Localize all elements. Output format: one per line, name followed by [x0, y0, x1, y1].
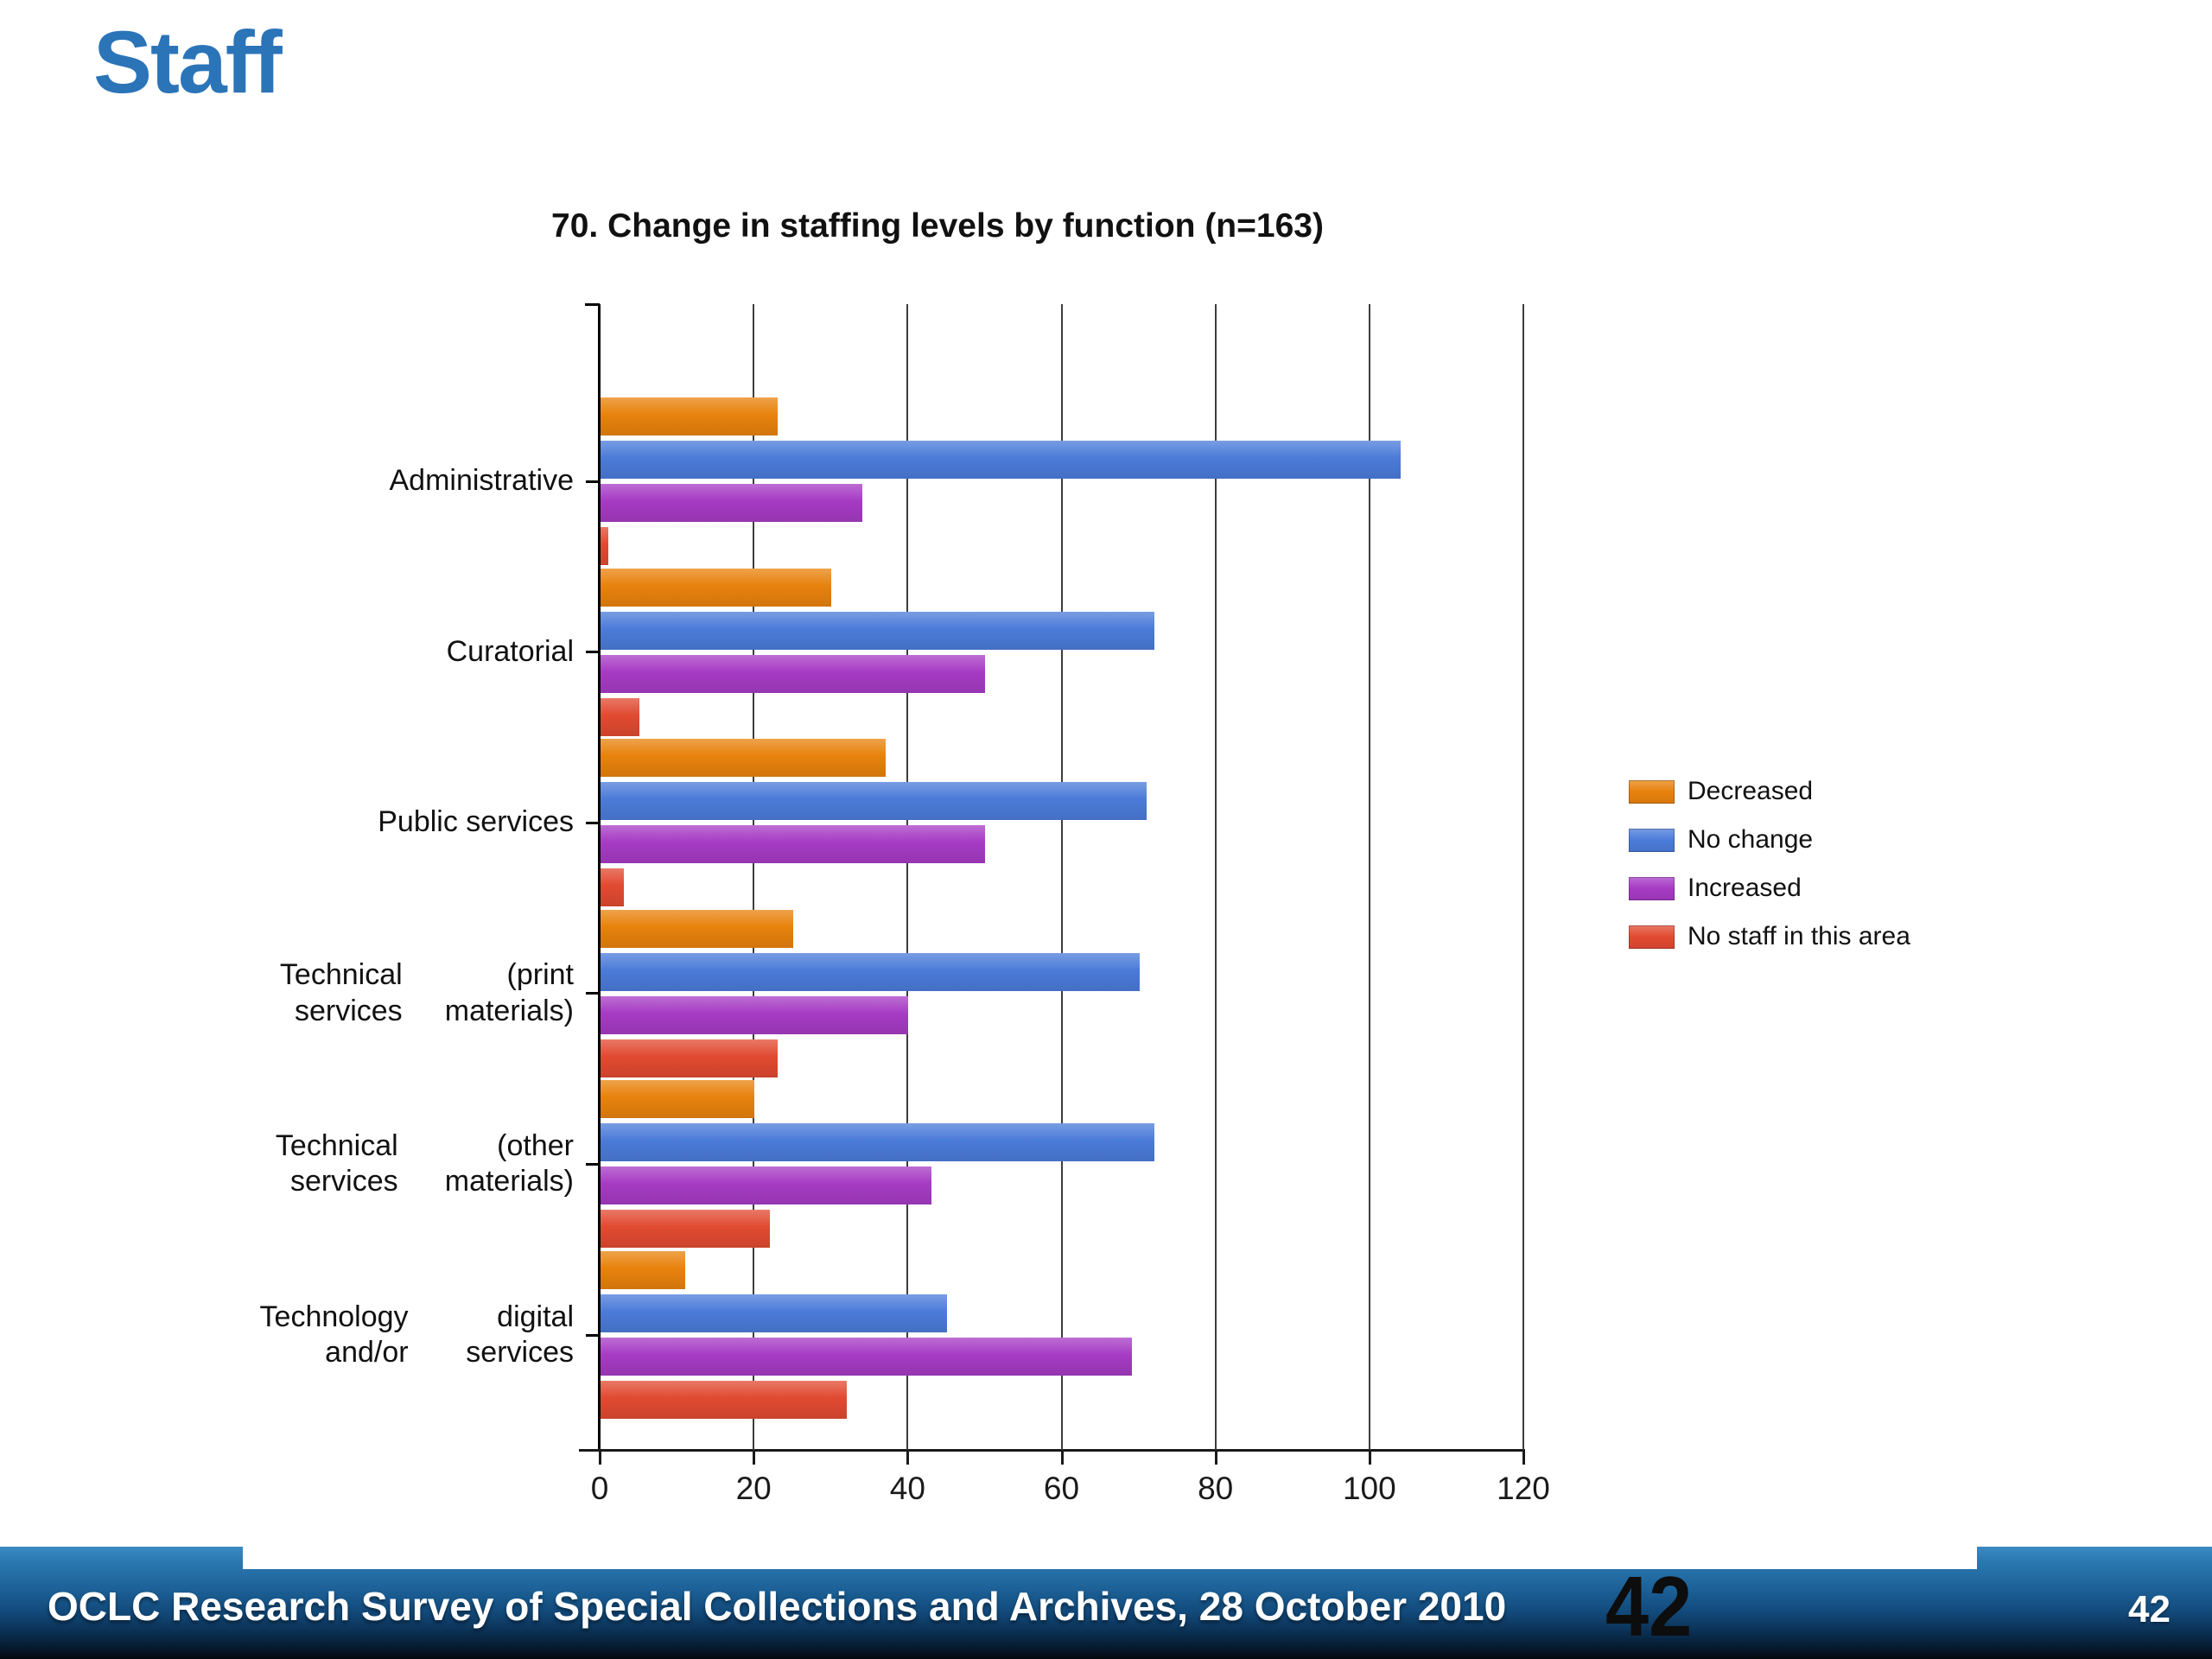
x-tick-0	[599, 1452, 601, 1465]
bar-increased-administrative	[601, 484, 862, 522]
category-tick-administrative	[586, 480, 600, 483]
category-label-curatorial: Curatorial	[446, 634, 574, 668]
x-tick-label-120: 120	[1497, 1471, 1550, 1506]
y-axis-top-tick	[585, 303, 600, 306]
bar-no-change-technology-and-or-digital-services	[601, 1294, 947, 1332]
category-tick-public-services	[586, 821, 600, 824]
x-tick-20	[753, 1452, 756, 1465]
bar-no-staff-in-this-area-administrative	[601, 527, 608, 565]
bar-decreased-administrative	[601, 397, 778, 435]
bar-increased-technical-services-other-materials	[601, 1166, 932, 1205]
gridline-80	[1214, 304, 1217, 1450]
y-axis-line	[598, 304, 601, 1450]
x-tick-label-100: 100	[1342, 1471, 1396, 1506]
bar-increased-technology-and-or-digital-services	[601, 1338, 1132, 1376]
slide-title: Staff	[93, 13, 283, 111]
page-number-large: 42	[1605, 1559, 1693, 1654]
x-tick-label-60: 60	[1043, 1471, 1080, 1506]
legend-swatch-no-staff-in-this-area	[1629, 925, 1675, 949]
bar-no-change-technical-services-print-materials	[601, 952, 1140, 991]
bar-decreased-public-services	[601, 739, 886, 778]
footer-text: OCLC Research Survey of Special Collecti…	[48, 1584, 1507, 1629]
legend-label-increased: Increased	[1688, 874, 1802, 902]
x-tick-80	[1214, 1452, 1217, 1465]
category-tick-technical-services-print-materials	[586, 992, 600, 995]
bar-no-change-administrative	[601, 441, 1402, 479]
bar-increased-curatorial	[601, 654, 986, 693]
gridline-40	[906, 304, 909, 1450]
bar-no-change-public-services	[601, 782, 1147, 821]
bar-increased-public-services	[601, 825, 986, 864]
bar-decreased-technical-services-print-materials	[601, 909, 793, 948]
legend-item-decreased: Decreased	[1629, 767, 1910, 816]
bar-increased-technical-services-print-materials	[601, 995, 909, 1034]
gridline-20	[753, 304, 755, 1450]
chart-title: 70. Change in staffing levels by functio…	[551, 207, 1324, 245]
legend-item-no-change: No change	[1629, 816, 1910, 864]
footer-notch	[243, 1547, 1977, 1569]
x-tick-120	[1522, 1452, 1525, 1465]
gridline-100	[1368, 304, 1370, 1450]
bar-decreased-technology-and-or-digital-services	[601, 1251, 685, 1289]
x-tick-label-20: 20	[735, 1471, 772, 1506]
legend-label-decreased: Decreased	[1688, 777, 1814, 805]
x-tick-label-80: 80	[1198, 1471, 1234, 1506]
x-tick-label-0: 0	[590, 1471, 609, 1506]
category-tick-technical-services-other-materials	[586, 1162, 600, 1166]
x-tick-40	[906, 1452, 910, 1465]
x-tick-label-40: 40	[889, 1471, 925, 1506]
chart-legend: Decreased No change Increased No staff in t…	[1629, 767, 1910, 961]
x-tick-100	[1368, 1452, 1371, 1465]
x-axis-line	[579, 1449, 1525, 1452]
bar-decreased-curatorial	[601, 568, 832, 607]
bar-no-staff-in-this-area-technology-and-or-digital-services	[601, 1381, 848, 1419]
category-label-technology-and-or-digital-services: Technology and/or digital services	[259, 1300, 574, 1369]
category-label-technical-services-other-materials: Technical services (other materials)	[275, 1128, 574, 1198]
legend-swatch-no-change	[1629, 828, 1675, 852]
bar-decreased-technical-services-other-materials	[601, 1080, 755, 1119]
legend-item-no-staff-in-this-area: No staff in this area	[1629, 912, 1910, 961]
legend-swatch-decreased	[1629, 779, 1675, 804]
x-tick-60	[1060, 1452, 1064, 1465]
category-label-technical-services-print-materials: Technical services (print materials)	[279, 958, 574, 1027]
bar-no-staff-in-this-area-technical-services-print-materials	[601, 1039, 778, 1077]
bar-no-staff-in-this-area-technical-services-other-materials	[601, 1210, 770, 1249]
legend-label-no-change: No change	[1688, 825, 1814, 854]
legend-swatch-increased	[1629, 876, 1675, 900]
bar-no-change-curatorial	[601, 611, 1155, 650]
page-number-small: 42	[2128, 1588, 2171, 1630]
category-tick-curatorial	[586, 651, 600, 654]
category-label-public-services: Public services	[378, 805, 574, 839]
category-tick-technology-and-or-digital-services	[586, 1333, 600, 1337]
gridline-60	[1060, 304, 1063, 1450]
bar-no-change-technical-services-other-materials	[601, 1123, 1155, 1162]
bar-no-staff-in-this-area-curatorial	[601, 697, 639, 736]
legend-label-no-staff-in-this-area: No staff in this area	[1688, 922, 1910, 950]
category-label-administrative: Administrative	[389, 464, 574, 498]
footer-bar: OCLC Research Survey of Special Collecti…	[0, 1547, 2212, 1659]
plot-area: 0 20 40 60 80 100 120 Administrative Curatorial P…	[260, 303, 1550, 1506]
gridline-120	[1522, 304, 1524, 1450]
bar-no-staff-in-this-area-public-services	[601, 868, 624, 907]
legend-item-increased: Increased	[1629, 864, 1910, 912]
